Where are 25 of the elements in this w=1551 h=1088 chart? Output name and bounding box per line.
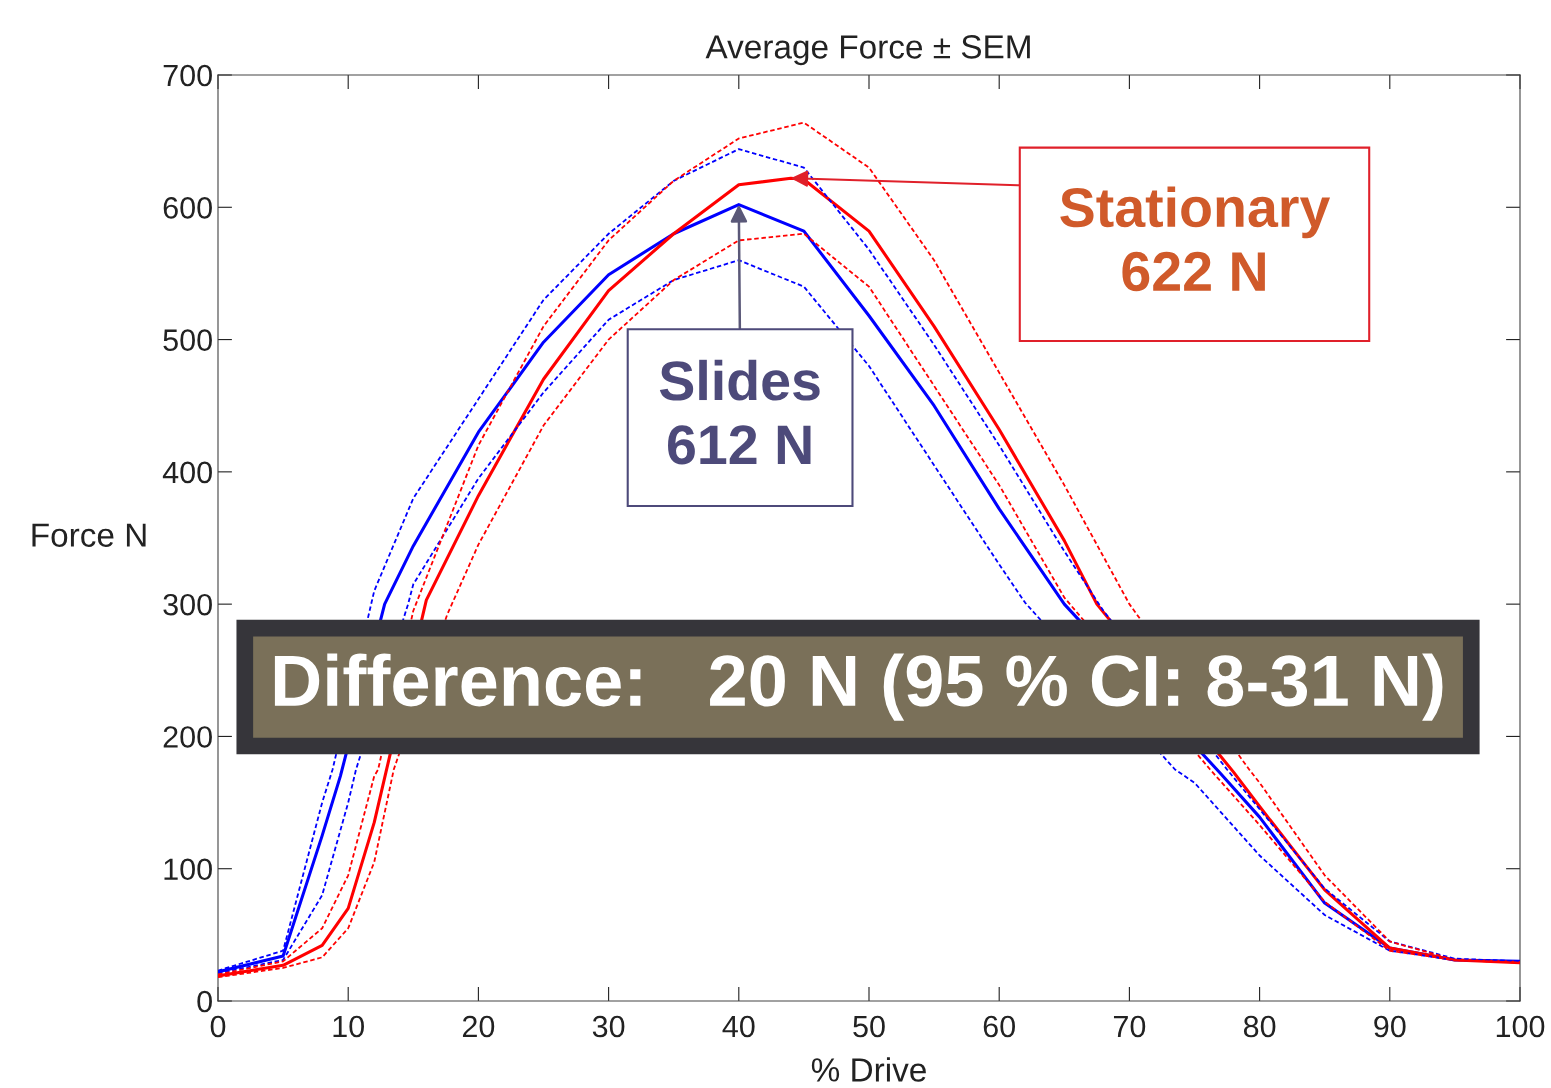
- annotation: Slides 612 N: [659, 359, 820, 465]
- x-tick-label: 60: [983, 1015, 1015, 1038]
- y-tick-label: 300: [163, 593, 212, 616]
- y-tick-label: 400: [162, 461, 212, 484]
- chart-title: Average Force ± SEM: [705, 35, 1030, 66]
- x-tick-label: 20: [462, 1015, 495, 1038]
- annotation: Difference: 20 N (95 % CI: 8-31 N): [274, 653, 1443, 721]
- x-axis-title: % Drive: [811, 1057, 926, 1082]
- x-tick-label: 40: [722, 1015, 755, 1038]
- x-tick-label: 90: [1374, 1015, 1406, 1038]
- x-tick-label: 50: [853, 1015, 885, 1038]
- x-tick-label: 30: [592, 1015, 625, 1038]
- y-axis-title: Force N: [32, 523, 146, 547]
- annotation: Stationary 622 N: [1060, 186, 1331, 292]
- x-tick-label: 70: [1113, 1015, 1146, 1038]
- x-tick-label: 0: [210, 1015, 226, 1038]
- y-tick-label: 0: [197, 990, 212, 1013]
- y-tick-label: 200: [163, 726, 212, 748]
- y-tick-label: 700: [163, 64, 212, 87]
- x-tick-label: 80: [1243, 1015, 1276, 1038]
- x-tick-label: 100: [1496, 1015, 1545, 1038]
- y-tick-label: 100: [164, 858, 212, 881]
- x-tick-label: 10: [333, 1015, 364, 1038]
- y-tick-label: 600: [163, 197, 212, 219]
- y-tick-label: 500: [163, 329, 212, 351]
